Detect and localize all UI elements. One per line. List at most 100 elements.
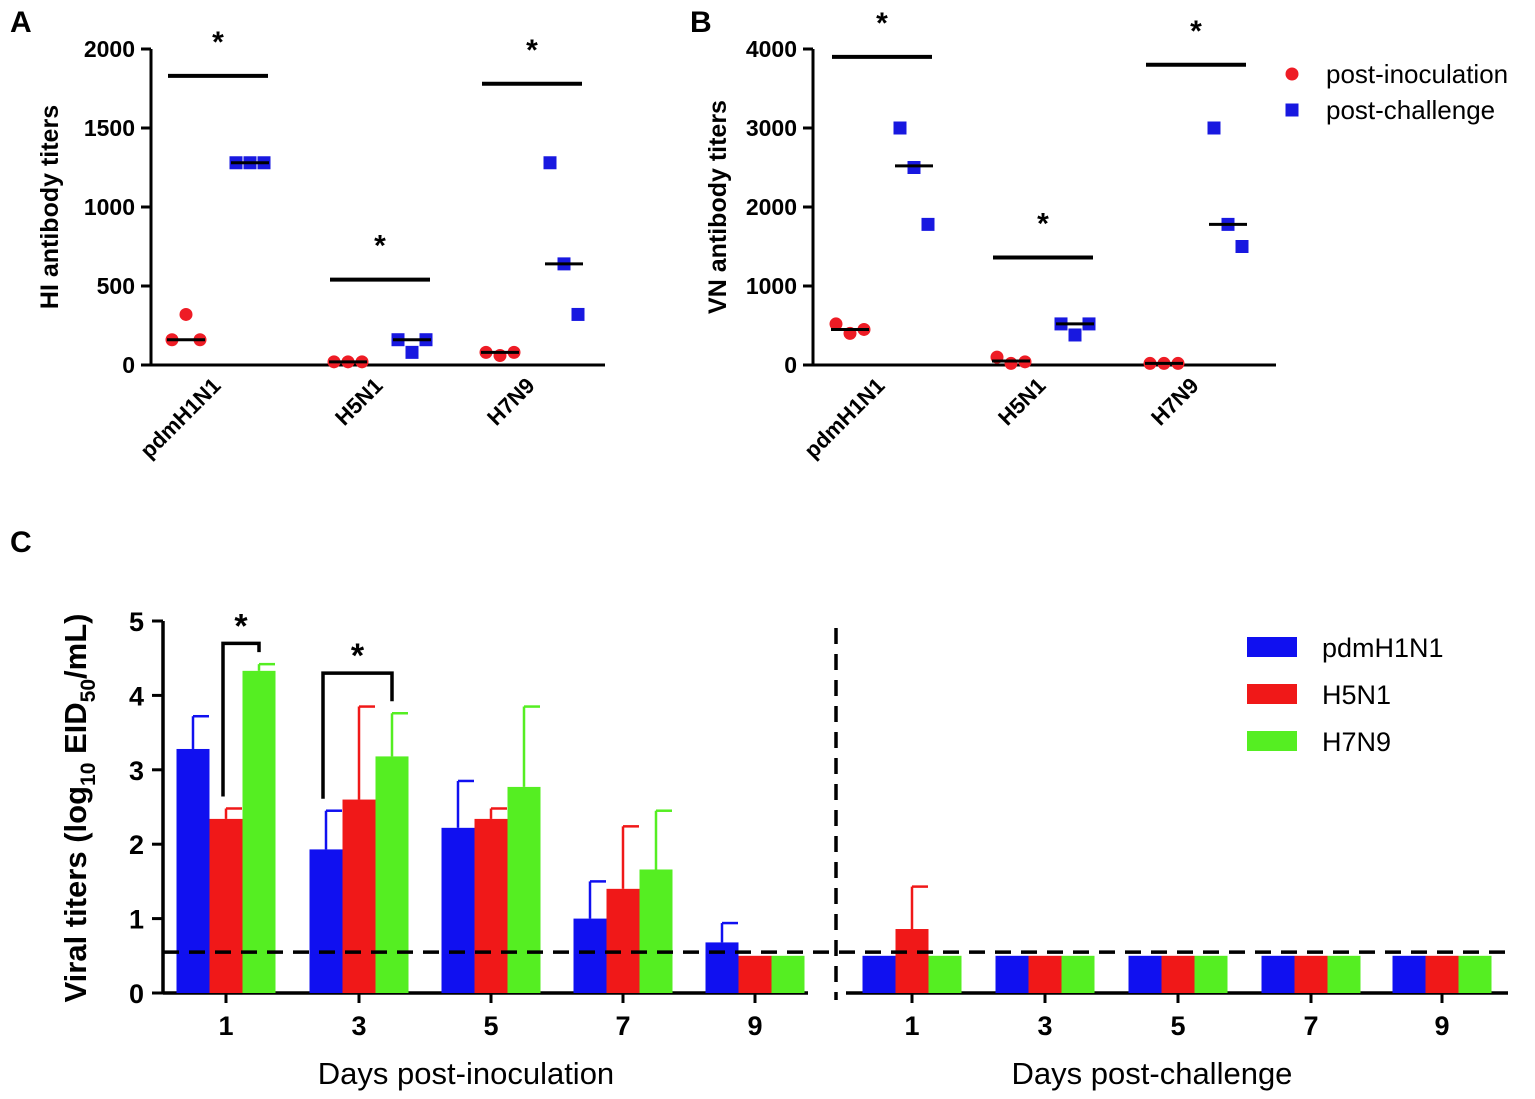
panel-b-x-tick-label: H5N1 — [993, 373, 1050, 430]
panel-c-bar-pdmH1N1 — [309, 849, 343, 993]
panel-c-significance-star: * — [351, 637, 365, 675]
panel-c-bar-H5N1 — [474, 818, 508, 993]
panel-a-y-axis-label: HI antibody titers — [36, 105, 64, 309]
panel-a-y-tick-label: 0 — [122, 352, 135, 378]
panel-c-bar-H5N1 — [1028, 955, 1062, 993]
legend-label-post-inoculation: post-inoculation — [1326, 59, 1508, 89]
panel-label-c: C — [10, 526, 32, 559]
panel-c-legend-swatch-pdmH1N1 — [1247, 637, 1297, 657]
panel-c-x-axis-label: Days post-inoculation — [318, 1056, 614, 1091]
panel-c-x-tick-label: 7 — [615, 1011, 630, 1041]
panel-b-y-tick-label: 0 — [784, 352, 797, 378]
panel-b-point-post-challenge — [921, 217, 935, 231]
panel-c-y-tick-label: 1 — [129, 905, 144, 935]
panel-c-bar-H5N1 — [895, 929, 929, 993]
panel-b-point-post-challenge — [1235, 240, 1249, 253]
panel-c-x-tick-label: 5 — [1170, 1011, 1185, 1041]
panel-b-y-tick-label: 3000 — [746, 115, 797, 141]
panel-b-significance-star: * — [876, 7, 888, 40]
panel-c-bar-H7N9 — [1194, 955, 1228, 993]
panel-c-x-tick-label: 5 — [483, 1011, 498, 1041]
panel-c-bar-H7N9 — [375, 756, 409, 993]
panel-b-point-post-challenge — [1207, 121, 1221, 135]
panel-a-x-tick-label: pdmH1N1 — [135, 373, 225, 463]
panel-c-bar-pdmH1N1 — [1392, 955, 1426, 993]
panel-b-chart: 0 1000 2000 3000 4000 VN antibody titers pdmH1… — [704, 7, 1276, 463]
panel-c-bar-H5N1 — [606, 888, 640, 993]
panel-c-x-tick-label: 9 — [747, 1011, 762, 1041]
panel-b-legend: post-inoculation post-challenge — [1285, 59, 1508, 125]
panel-c-bar-pdmH1N1 — [995, 955, 1029, 993]
panel-b-significance-star: * — [1190, 15, 1202, 48]
panel-c-chart: 0 1 2 3 4 5 1 3 5 7 9 Days post-inoculation * * 1 3 5 7 9 D… — [129, 607, 1510, 1091]
panel-a-significance-star: * — [374, 230, 386, 263]
panel-a-point-post-challenge — [571, 307, 585, 321]
panel-a-point-post-challenge — [405, 345, 419, 359]
legend-marker-post-challenge — [1285, 103, 1299, 117]
panel-a-significance-star: * — [526, 34, 538, 67]
panel-a-chart: 0 500 1000 1500 2000 HI antibody titers pdmH1N… — [36, 26, 605, 463]
panel-c-legend-label-H5N1: H5N1 — [1322, 680, 1391, 710]
panel-a-x-tick-label: H5N1 — [330, 373, 387, 430]
panel-b-significance-star: * — [1037, 208, 1049, 241]
panel-c-bar-pdmH1N1 — [441, 827, 475, 993]
panel-c-bar-H5N1 — [342, 799, 376, 993]
panel-b-y-tick-label: 4000 — [746, 36, 797, 62]
panel-c-legend-swatch-H5N1 — [1247, 684, 1297, 704]
panel-c-bar-H7N9 — [771, 955, 805, 993]
panel-c-bar-H5N1 — [1425, 955, 1459, 993]
panel-c-legend-label-H7N9: H7N9 — [1322, 727, 1391, 757]
panel-b-point-post-challenge — [1068, 328, 1082, 342]
panel-label-b: B — [690, 6, 712, 39]
panel-c-bar-pdmH1N1 — [1261, 955, 1295, 993]
panel-b-y-axis-label: VN antibody titers — [704, 100, 732, 314]
panel-c-bar-H5N1 — [738, 955, 772, 993]
panel-c-bar-pdmH1N1 — [1128, 955, 1162, 993]
panel-c-bar-H7N9 — [507, 786, 541, 993]
panel-a-y-tick-label: 1000 — [84, 194, 135, 220]
panel-a-x-tick-label: H7N9 — [482, 373, 539, 430]
panel-c-bar-pdmH1N1 — [705, 942, 739, 993]
panel-c-x-tick-label: 3 — [351, 1011, 366, 1041]
panel-a-y-tick-label: 500 — [97, 273, 135, 299]
panel-a-significance-star: * — [212, 26, 224, 59]
panel-label-a: A — [10, 6, 32, 39]
panel-c-y-tick-label: 5 — [129, 607, 144, 637]
panel-c-legend-label-pdmH1N1: pdmH1N1 — [1322, 633, 1444, 663]
panel-c-significance-bracket — [221, 641, 261, 797]
panel-c-y-tick-label: 2 — [129, 830, 144, 860]
panel-b-x-tick-label: H7N9 — [1146, 373, 1203, 430]
panel-c-bar-H5N1 — [209, 818, 243, 993]
panel-c-significance-star: * — [234, 607, 248, 645]
panel-b-y-tick-label: 1000 — [746, 273, 797, 299]
panel-c-bar-H7N9 — [639, 869, 673, 993]
panel-a-point-post-inoculation — [179, 307, 193, 321]
panel-c-y-tick-label: 4 — [129, 681, 144, 711]
panel-c-x-tick-label: 1 — [218, 1011, 233, 1041]
panel-b-point-post-inoculation — [829, 317, 843, 331]
panel-c-y-tick-label: 3 — [129, 756, 144, 786]
panel-c-x-tick-label: 9 — [1434, 1011, 1449, 1041]
panel-c-bar-H5N1 — [1161, 955, 1195, 993]
panel-c-legend-swatch-H7N9 — [1247, 731, 1297, 751]
panel-c-y-axis-label: Viral titers (log10 EID50/mL) — [58, 614, 100, 1003]
panel-c-x-tick-label: 1 — [904, 1011, 919, 1041]
panel-b-x-tick-label: pdmH1N1 — [799, 373, 889, 463]
panel-c-bar-H7N9 — [1327, 955, 1361, 993]
panel-a-y-tick-label: 2000 — [84, 36, 135, 62]
legend-marker-post-inoculation — [1285, 67, 1299, 81]
panel-b-point-post-challenge — [893, 121, 907, 135]
legend-label-post-challenge: post-challenge — [1326, 95, 1495, 125]
panel-c-significance-bracket — [321, 671, 394, 799]
panel-b-point-post-inoculation — [1004, 356, 1018, 370]
panel-b-y-tick-label: 2000 — [746, 194, 797, 220]
panel-c-bar-H7N9 — [1458, 955, 1492, 993]
panel-c-x-tick-label: 7 — [1303, 1011, 1318, 1041]
panel-c-bar-pdmH1N1 — [573, 918, 607, 993]
panel-c-bar-pdmH1N1 — [176, 748, 210, 993]
panel-c-bar-H7N9 — [1061, 955, 1095, 993]
panel-c-y-tick-label: 0 — [129, 979, 144, 1009]
panel-c-x-tick-label: 3 — [1037, 1011, 1052, 1041]
panel-c-bar-H7N9 — [928, 955, 962, 993]
